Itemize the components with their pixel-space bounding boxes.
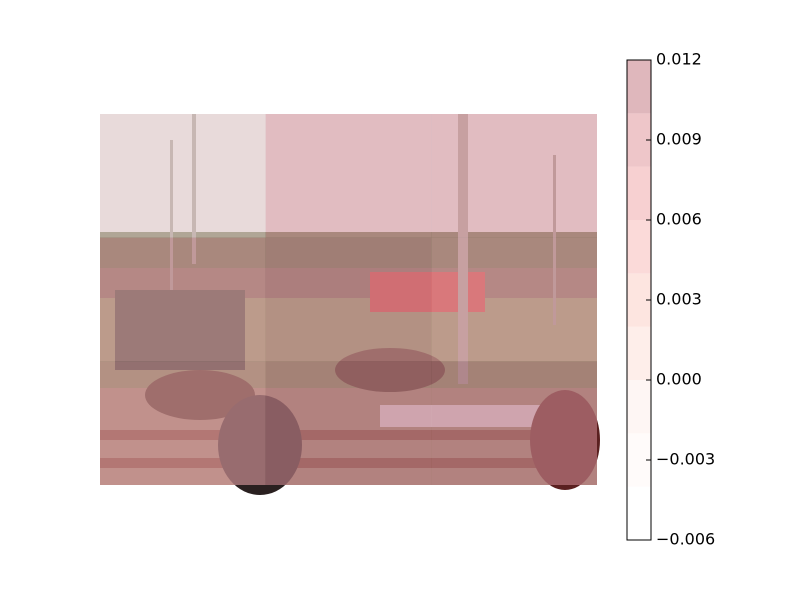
heatmap-cell xyxy=(265,114,432,238)
colorbar-tick-label: 0.009 xyxy=(656,130,702,149)
heatmap xyxy=(100,114,597,485)
colorbar-tick-label: 0.003 xyxy=(656,290,702,309)
heatmap-cell xyxy=(100,114,266,238)
colorbar-tick-label: −0.006 xyxy=(656,530,715,549)
colorbar-level xyxy=(627,326,651,380)
heatmap-cell xyxy=(100,237,266,362)
heatmap-cell xyxy=(431,114,597,238)
colorbar-level xyxy=(627,166,651,220)
colorbar-tick-label: 0.000 xyxy=(656,370,702,389)
colorbar-level xyxy=(627,220,651,274)
colorbar-tick-label: 0.012 xyxy=(656,50,702,69)
heatmap-cell xyxy=(431,237,597,362)
colorbar-level xyxy=(627,380,651,434)
colorbar-tick-label: −0.003 xyxy=(656,450,715,469)
colorbar-tick-label: 0.006 xyxy=(656,210,702,229)
colorbar-level xyxy=(627,486,651,540)
heatmap-cell xyxy=(100,361,266,485)
heatmap-cell xyxy=(265,361,432,485)
heatmap-cell xyxy=(265,237,432,362)
heatmap-cell xyxy=(431,361,597,485)
colorbar: −0.006 −0.003 0.000 0.003 0.006 0.009 0.012 xyxy=(626,50,715,549)
colorbar-level xyxy=(627,60,651,114)
